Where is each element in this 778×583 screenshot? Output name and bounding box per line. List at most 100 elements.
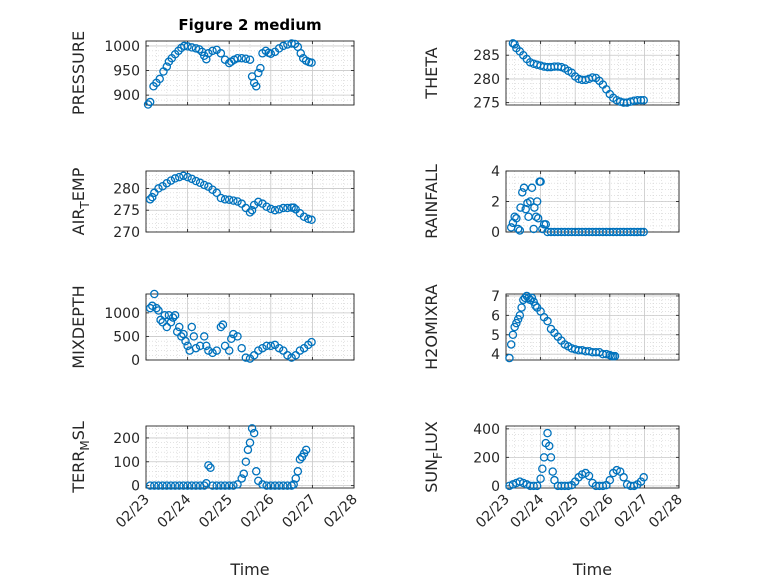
data-point [258, 343, 267, 353]
data-point [249, 351, 259, 360]
y-axis-label-part: SUN [422, 459, 441, 493]
data-point [283, 481, 292, 490]
data-point [175, 481, 184, 490]
subplot-rainfall: 0 2 4 RAINFALL [422, 164, 680, 241]
data-point [237, 53, 246, 63]
data-point [531, 212, 541, 221]
data-point [189, 332, 199, 341]
data-series [505, 291, 620, 363]
y-tick-label: 1000 [104, 306, 140, 322]
data-point [233, 53, 242, 63]
y-axis-label-part: M [78, 440, 92, 450]
subplot-pressure: 900 950 1000 PRESSURE Figure 2 medium [69, 16, 355, 115]
data-point [633, 96, 642, 105]
data-point [541, 220, 551, 229]
data-point [283, 351, 292, 360]
data-point [512, 318, 521, 328]
data-point [270, 481, 280, 490]
data-point [143, 100, 153, 109]
y-tick-label: 280 [473, 72, 500, 88]
data-point [181, 336, 190, 346]
data-point [301, 445, 311, 455]
data-point [154, 481, 163, 490]
data-point [289, 203, 298, 212]
data-point [241, 353, 251, 362]
data-point [229, 481, 238, 490]
data-point [170, 481, 180, 490]
data-point [533, 214, 543, 223]
data-point [307, 215, 316, 225]
data-point [216, 193, 226, 203]
data-point [262, 202, 271, 211]
data-point [204, 346, 213, 355]
data-point [229, 196, 238, 205]
data-point [160, 310, 169, 320]
y-tick-label: 200 [473, 450, 500, 466]
data-point [287, 353, 296, 362]
data-point [639, 96, 648, 105]
data-point [224, 195, 234, 205]
data-point [532, 197, 542, 206]
data-point [245, 208, 255, 217]
data-point [212, 188, 221, 198]
subplot-h2omixra: 4 5 6 7 H2OMIXRA [422, 284, 680, 370]
data-point [274, 44, 284, 53]
data-point [145, 195, 155, 204]
data-point [266, 341, 276, 351]
data-point [527, 183, 537, 193]
data-point [245, 55, 255, 64]
data-point [208, 348, 217, 358]
data-point [237, 474, 246, 483]
data-point [279, 346, 288, 355]
data-point [208, 481, 217, 490]
y-tick-label: 0 [131, 479, 140, 495]
data-point [245, 438, 255, 447]
data-point [155, 74, 164, 84]
y-tick-label: 6 [491, 308, 500, 324]
data-point [299, 212, 309, 221]
y-axis-label: PRESSURE [69, 31, 88, 115]
data-point [639, 473, 648, 482]
data-point [199, 332, 209, 341]
axes-box [505, 293, 680, 361]
data-point [202, 54, 211, 64]
data-point [619, 473, 628, 482]
data-point [307, 337, 316, 347]
data-point [247, 205, 257, 215]
data-point [206, 463, 215, 472]
y-tick-label: 200 [113, 431, 140, 447]
data-point [187, 174, 197, 184]
data-series [145, 171, 316, 225]
data-series [505, 428, 648, 491]
y-axis-label-part: F [431, 452, 445, 459]
y-tick-label: 285 [473, 48, 500, 64]
data-point [220, 341, 230, 351]
data-point [216, 322, 226, 332]
data-point [588, 73, 597, 82]
data-point [564, 481, 573, 491]
data-point [283, 203, 292, 213]
y-axis-label: TERRMSL [69, 421, 92, 494]
data-point [220, 195, 230, 204]
data-point [251, 82, 261, 91]
data-point [254, 68, 263, 78]
data-point [150, 289, 159, 299]
data-point [241, 54, 251, 63]
data-point [510, 212, 519, 221]
data-point [199, 481, 209, 490]
data-point [303, 214, 313, 224]
data-point [204, 461, 213, 470]
data-point [179, 171, 188, 181]
data-point [175, 322, 184, 332]
data-point [251, 467, 261, 476]
data-point [162, 481, 172, 490]
data-point [510, 322, 519, 332]
data-point [584, 471, 594, 481]
data-point [506, 340, 516, 349]
data-point [195, 341, 205, 351]
y-axis-label: AIRTEMP [69, 167, 92, 235]
data-series [145, 289, 316, 363]
data-point [187, 481, 197, 490]
y-axis-label-part: SL [69, 421, 88, 440]
x-axis-label: Time [229, 560, 269, 579]
